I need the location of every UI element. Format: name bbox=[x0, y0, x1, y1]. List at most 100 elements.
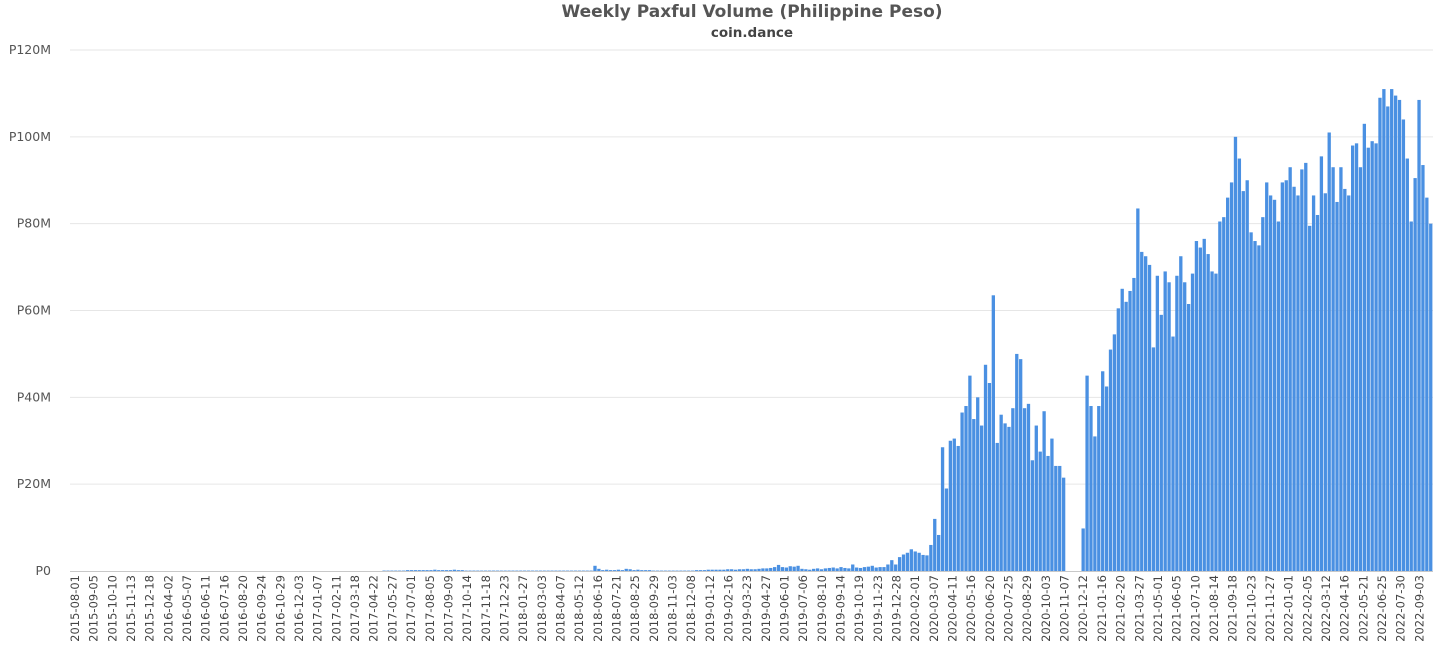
volume-bar bbox=[788, 566, 792, 571]
volume-bar bbox=[659, 570, 664, 572]
volume-bar bbox=[1144, 256, 1148, 571]
volume-bar bbox=[1093, 436, 1097, 571]
volume-bar bbox=[425, 570, 429, 571]
volume-bar bbox=[796, 565, 800, 571]
volume-bar bbox=[1229, 182, 1234, 572]
volume-bar bbox=[940, 447, 945, 571]
volume-bar bbox=[1343, 188, 1347, 571]
volume-bar bbox=[1011, 408, 1015, 571]
volume-bar bbox=[1425, 197, 1429, 571]
volume-bar bbox=[1198, 247, 1202, 572]
volume-bar bbox=[608, 570, 613, 571]
x-tick-label: 2017-07-01 bbox=[404, 575, 418, 642]
volume-bar bbox=[1183, 282, 1187, 571]
volume-bar bbox=[433, 569, 437, 571]
volume-bar bbox=[909, 549, 913, 571]
x-tick-label: 2016-12-03 bbox=[292, 575, 306, 642]
x-tick-label: 2018-12-08 bbox=[684, 575, 698, 642]
x-tick-label: 2018-07-21 bbox=[610, 575, 624, 642]
volume-bar bbox=[1097, 406, 1101, 571]
x-tick-label: 2015-10-10 bbox=[105, 575, 119, 642]
volume-bar bbox=[499, 570, 503, 572]
volume-bar bbox=[792, 566, 796, 571]
volume-bar bbox=[925, 555, 929, 571]
x-tick-label: 2019-02-16 bbox=[722, 575, 736, 642]
volume-bar bbox=[1241, 191, 1245, 571]
volume-bar bbox=[585, 570, 589, 572]
volume-bar bbox=[964, 406, 968, 571]
volume-bar bbox=[480, 570, 484, 572]
x-tick-label: 2019-04-27 bbox=[759, 575, 773, 642]
volume-bar bbox=[1112, 334, 1117, 571]
volume-bar bbox=[1272, 199, 1277, 572]
volume-bar bbox=[589, 570, 593, 572]
volume-bar bbox=[897, 557, 902, 571]
volume-bar bbox=[843, 567, 847, 571]
x-tick-label: 2018-04-07 bbox=[554, 575, 568, 642]
volume-bar bbox=[1233, 136, 1238, 571]
volume-bar bbox=[917, 552, 921, 571]
volume-bar bbox=[1007, 426, 1011, 571]
volume-bar bbox=[882, 567, 886, 571]
y-tick-label: P100M bbox=[9, 129, 51, 144]
x-tick-label: 2015-08-01 bbox=[68, 575, 82, 642]
volume-bar bbox=[542, 570, 546, 572]
volume-bar bbox=[1331, 167, 1335, 571]
volume-bar bbox=[675, 570, 679, 572]
volume-bar bbox=[491, 570, 496, 572]
x-axis-ticks: 2015-08-01 2015-09-05 2015-10-10 2015-11-13… bbox=[68, 575, 1426, 642]
volume-bar bbox=[1015, 353, 1019, 571]
x-tick-label: 2021-07-10 bbox=[1188, 575, 1202, 642]
volume-bar bbox=[1104, 386, 1109, 571]
volume-bar bbox=[772, 567, 777, 571]
volume-bar bbox=[1210, 271, 1214, 571]
volume-bar bbox=[1315, 214, 1320, 572]
volume-bar bbox=[1417, 99, 1421, 572]
volume-bar bbox=[784, 567, 789, 571]
volume-bar bbox=[1222, 217, 1226, 571]
volume-bar bbox=[894, 564, 898, 571]
volume-bar bbox=[421, 570, 425, 571]
volume-bar bbox=[983, 364, 988, 571]
y-tick-label: P40M bbox=[17, 389, 51, 404]
volume-bar bbox=[616, 569, 621, 571]
volume-bar bbox=[1128, 290, 1132, 571]
volume-bar bbox=[526, 570, 531, 572]
volume-bar bbox=[483, 570, 488, 572]
x-tick-label: 2020-06-20 bbox=[983, 575, 997, 642]
x-tick-label: 2021-08-14 bbox=[1207, 575, 1221, 642]
volume-bar bbox=[394, 570, 398, 572]
chart-title: Weekly Paxful Volume (Philippine Peso) bbox=[561, 2, 942, 22]
volume-bar bbox=[1186, 303, 1191, 571]
volume-bar bbox=[870, 565, 874, 571]
volume-bar bbox=[1163, 271, 1167, 571]
x-tick-label: 2021-02-20 bbox=[1114, 575, 1128, 642]
volume-bar bbox=[1175, 275, 1179, 571]
volume-bar bbox=[398, 570, 402, 572]
chart-subtitle: coin.dance bbox=[711, 25, 793, 41]
volume-bar bbox=[1194, 241, 1199, 571]
volume-bar bbox=[624, 568, 628, 571]
x-tick-label: 2020-10-03 bbox=[1039, 575, 1053, 642]
volume-bar bbox=[1019, 359, 1023, 571]
x-tick-label: 2018-03-03 bbox=[535, 575, 549, 642]
volume-bar bbox=[714, 569, 718, 571]
volume-bar bbox=[1249, 232, 1253, 571]
volume-bar bbox=[429, 570, 433, 571]
volume-bar bbox=[890, 560, 894, 571]
volume-bar bbox=[687, 570, 691, 572]
volume-bar bbox=[1124, 301, 1128, 571]
x-tick-label: 2021-03-27 bbox=[1132, 575, 1146, 642]
volume-bar bbox=[726, 569, 730, 571]
x-tick-label: 2022-05-21 bbox=[1356, 575, 1370, 642]
x-tick-label: 2021-01-16 bbox=[1095, 575, 1109, 642]
volume-bar bbox=[812, 568, 816, 571]
volume-bar bbox=[1429, 223, 1433, 572]
volume-bar bbox=[995, 442, 999, 571]
volume-bar bbox=[554, 570, 558, 572]
volume-bar bbox=[851, 564, 855, 571]
volume-bar bbox=[1202, 238, 1206, 572]
volume-bar bbox=[405, 570, 410, 571]
x-tick-label: 2020-02-01 bbox=[908, 575, 922, 642]
volume-bar bbox=[1358, 167, 1363, 571]
